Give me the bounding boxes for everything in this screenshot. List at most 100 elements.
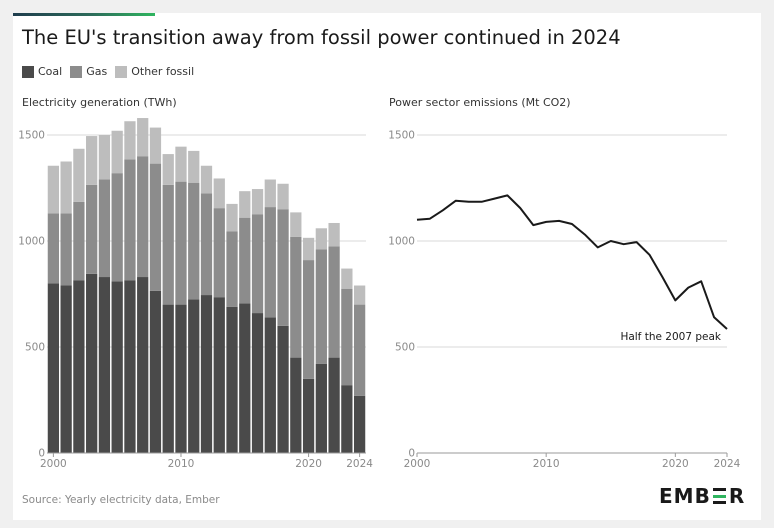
bar-coal-2010 <box>175 304 187 453</box>
bar-other-fossil-2010 <box>175 146 187 182</box>
bar-gas-2020 <box>302 260 315 379</box>
bar-coal-2020 <box>302 378 315 453</box>
bar-coal-2019 <box>290 357 302 453</box>
legend-item-other-fossil: Other fossil <box>115 65 194 78</box>
bar-gas-2007 <box>137 156 149 278</box>
bar-coal-2024 <box>353 395 366 453</box>
gen-xtick-2020: 2020 <box>295 458 322 470</box>
bar-gas-2022 <box>328 246 340 358</box>
em-ytick-500: 500 <box>395 342 415 354</box>
bar-other-fossil-2002 <box>73 148 85 202</box>
bar-other-fossil-2019 <box>290 212 302 237</box>
bar-gas-2021 <box>315 249 327 364</box>
bar-gas-2024 <box>353 304 366 396</box>
bar-coal-2014 <box>226 306 238 453</box>
bar-gas-2004 <box>98 179 111 278</box>
bar-coal-2021 <box>315 363 327 453</box>
generation-panel-title: Electricity generation (TWh) <box>22 96 177 109</box>
bar-coal-2003 <box>86 273 98 453</box>
bar-other-fossil-2013 <box>213 178 225 209</box>
bar-coal-2000 <box>47 283 60 453</box>
bar-coal-2006 <box>124 280 136 453</box>
bar-other-fossil-2018 <box>277 183 289 210</box>
bar-gas-2016 <box>251 214 264 314</box>
bar-other-fossil-2007 <box>137 118 149 157</box>
chart-title: The EU's transition away from fossil pow… <box>22 26 621 49</box>
bar-other-fossil-2012 <box>200 165 213 194</box>
bar-gas-2002 <box>73 201 85 281</box>
gen-xtick-2010: 2010 <box>168 458 195 470</box>
bar-gas-2011 <box>188 182 200 300</box>
bar-other-fossil-2020 <box>302 237 315 261</box>
emissions-annotation: Half the 2007 peak <box>620 331 721 343</box>
bar-coal-2009 <box>162 304 174 453</box>
bar-coal-2005 <box>111 281 123 453</box>
charts-canvas: 0 500 1000 1500 2000 2010 2020 2024 0 500 1000 1500… <box>18 118 741 470</box>
emissions-panel-title: Power sector emissions (Mt CO2) <box>389 96 571 109</box>
em-xtick-2024: 2024 <box>714 458 741 470</box>
bar-other-fossil-2003 <box>86 136 98 185</box>
bar-other-fossil-2024 <box>353 285 366 305</box>
gen-ytick-500: 500 <box>25 342 45 354</box>
bar-coal-2016 <box>251 313 264 453</box>
bar-gas-2018 <box>277 209 289 326</box>
chart-card: The EU's transition away from fossil pow… <box>13 13 761 520</box>
legend-swatch-other-fossil <box>115 65 128 78</box>
legend-swatch-coal <box>22 65 34 78</box>
bar-coal-2017 <box>264 317 276 453</box>
bar-coal-2004 <box>98 277 111 453</box>
accent-bar <box>13 13 155 16</box>
bar-coal-2022 <box>328 357 340 453</box>
bar-other-fossil-2005 <box>111 130 123 174</box>
bar-gas-2015 <box>239 217 251 304</box>
gen-ytick-0: 0 <box>38 448 45 460</box>
logo-e-mark-icon <box>712 488 727 504</box>
bar-other-fossil-2001 <box>60 161 72 214</box>
bar-gas-2009 <box>162 184 174 305</box>
legend-swatch-gas <box>70 65 83 78</box>
bar-other-fossil-2021 <box>315 228 327 250</box>
legend-label-coal: Coal <box>38 65 63 78</box>
bar-coal-2015 <box>239 303 251 453</box>
bar-coal-2012 <box>200 295 213 453</box>
legend-item-coal: Coal <box>22 65 62 78</box>
source-note: Source: Yearly electricity data, Ember <box>22 494 220 506</box>
bar-other-fossil-2000 <box>47 165 60 214</box>
bar-gas-2001 <box>60 213 72 286</box>
bar-other-fossil-2006 <box>124 121 136 160</box>
bar-coal-2002 <box>73 280 85 453</box>
bar-coal-2008 <box>149 290 162 453</box>
em-xtick-2020: 2020 <box>662 458 689 470</box>
bar-other-fossil-2008 <box>149 127 162 164</box>
bar-gas-2014 <box>226 231 238 307</box>
bar-gas-2023 <box>341 288 353 386</box>
legend-label-gas: Gas <box>86 65 108 78</box>
bar-gas-2003 <box>86 184 98 274</box>
bar-other-fossil-2017 <box>264 179 276 208</box>
gen-ytick-1500: 1500 <box>18 130 45 142</box>
gen-xtick-2024: 2024 <box>346 458 373 470</box>
legend-item-gas: Gas <box>70 65 107 78</box>
bar-other-fossil-2016 <box>251 189 264 215</box>
bar-other-fossil-2022 <box>328 222 340 247</box>
bar-gas-2005 <box>111 173 123 282</box>
bar-gas-2017 <box>264 207 276 318</box>
bar-coal-2023 <box>341 385 353 453</box>
em-ytick-0: 0 <box>408 448 415 460</box>
bar-other-fossil-2023 <box>341 268 353 289</box>
bar-coal-2011 <box>188 299 200 453</box>
em-ytick-1000: 1000 <box>388 236 415 248</box>
legend-label-other-fossil: Other fossil <box>131 65 195 78</box>
bar-gas-2000 <box>47 213 60 284</box>
bar-other-fossil-2015 <box>239 191 251 218</box>
bar-gas-2013 <box>213 208 225 298</box>
bar-coal-2018 <box>277 325 289 453</box>
bar-gas-2019 <box>290 236 302 358</box>
em-xtick-2010: 2010 <box>533 458 560 470</box>
ember-logo: EMB R <box>659 484 746 508</box>
bar-coal-2007 <box>137 277 149 453</box>
legend: Coal Gas Other fossil <box>22 65 202 78</box>
emissions-line <box>416 194 728 330</box>
bar-gas-2012 <box>200 193 213 296</box>
bar-gas-2006 <box>124 159 136 281</box>
